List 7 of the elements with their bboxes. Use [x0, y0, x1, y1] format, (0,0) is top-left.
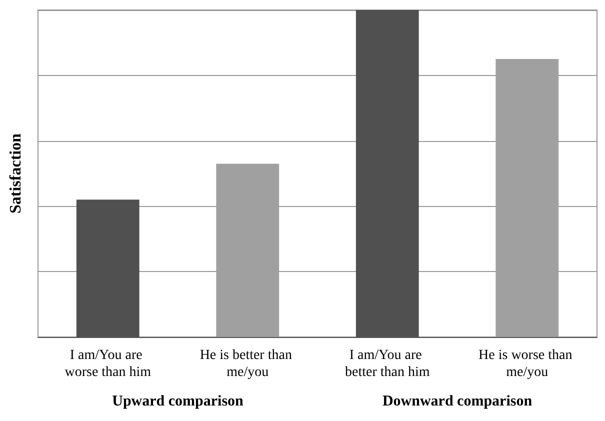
x-tick-label: I am/You are worse than him	[64, 348, 152, 380]
x-tick-label: He is worse than me/you	[478, 348, 576, 380]
text: Downward comparison	[382, 394, 533, 410]
x-tick-label: He is better than me/you	[200, 348, 296, 380]
text: Upward comparison	[112, 394, 244, 410]
y-axis-title: Satisfaction	[8, 133, 24, 214]
x-tick-label: I am/You are better than him	[344, 348, 430, 380]
